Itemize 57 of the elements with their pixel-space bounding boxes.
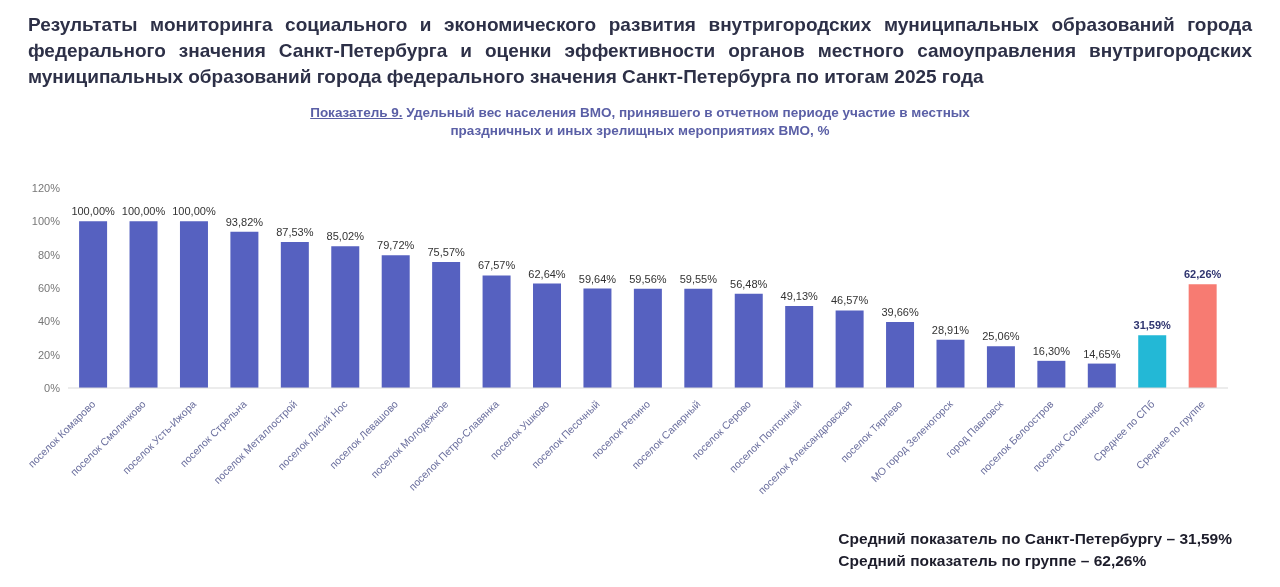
data-label: 62,64% [528,267,566,280]
data-label: 85,02% [326,230,365,243]
data-label: 31,59% [1133,319,1172,332]
bar [583,288,612,388]
bar [432,262,461,388]
data-label: 59,64% [578,272,617,285]
bar [835,310,864,388]
bar [684,288,713,388]
y-tick-label: 0% [44,381,61,394]
bar [734,293,763,388]
bar [129,221,158,388]
bar [482,275,511,388]
y-tick-label: 20% [37,348,61,361]
data-label: 59,55% [679,272,718,285]
bar [936,339,965,388]
data-label: 67,57% [477,259,516,272]
y-tick-label: 80% [37,248,61,261]
data-label: 46,57% [830,294,869,307]
bar [1087,363,1116,388]
y-tick-label: 40% [37,315,61,328]
bar [886,321,915,388]
bar [1037,360,1066,388]
bar [986,346,1015,388]
text: Средний показатель по группе – 62,26% [838,551,1148,571]
data-label: 100,00% [172,205,216,218]
y-tick-label: 100% [31,215,61,228]
data-label: 16,30% [1032,344,1071,357]
data-label: 75,57% [427,246,466,259]
bar [633,288,662,388]
data-label: 100,00% [121,205,166,218]
bar [1138,335,1167,388]
chart-title: Результаты мониторинга социального и экономического развития внутригородских муниципальных образований города федерального значения Санкт-Петербурга и оценки эффективности органов местного самоуправления внутригородских муниципальных образований города федерального значения Санкт-Петербурга по итогам 2025 года [27,13,1253,89]
y-tick-label: 60% [37,281,61,294]
bar [785,306,814,388]
bar [179,221,208,388]
bar [533,283,562,388]
data-label: 49,13% [780,290,819,303]
data-label: 59,56% [629,272,667,285]
bar [280,242,309,388]
data-label: 79,72% [377,239,415,252]
bar [1188,284,1217,388]
data-label: 25,06% [982,330,1020,343]
bar [79,221,108,388]
data-label: 14,65% [1083,347,1121,360]
y-tick-label: 120% [31,181,61,194]
bar [230,231,259,388]
text: Средний показатель по Санкт-Петербургу – 31,59% [838,529,1232,549]
data-label: 39,66% [881,305,919,318]
data-label: 87,53% [276,226,314,239]
data-label: 93,82% [225,215,264,228]
bar [331,246,360,388]
data-label: 62,26% [1184,268,1222,281]
chart-subtitle: Показатель 9. Удельный вес населения ВМО, принявшего в отчетном периоде участие в местных праздничных и иных зрелищных мероприятиях ВМО, % [310,104,970,140]
data-label: 100,00% [71,205,116,218]
data-label: 56,48% [730,277,768,290]
data-label: 28,91% [931,323,970,336]
bar [381,255,410,388]
